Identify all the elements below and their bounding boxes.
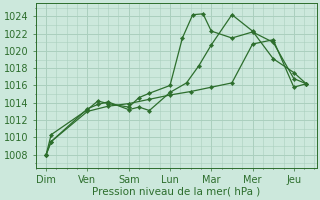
X-axis label: Pression niveau de la mer( hPa ): Pression niveau de la mer( hPa ) [92, 187, 260, 197]
